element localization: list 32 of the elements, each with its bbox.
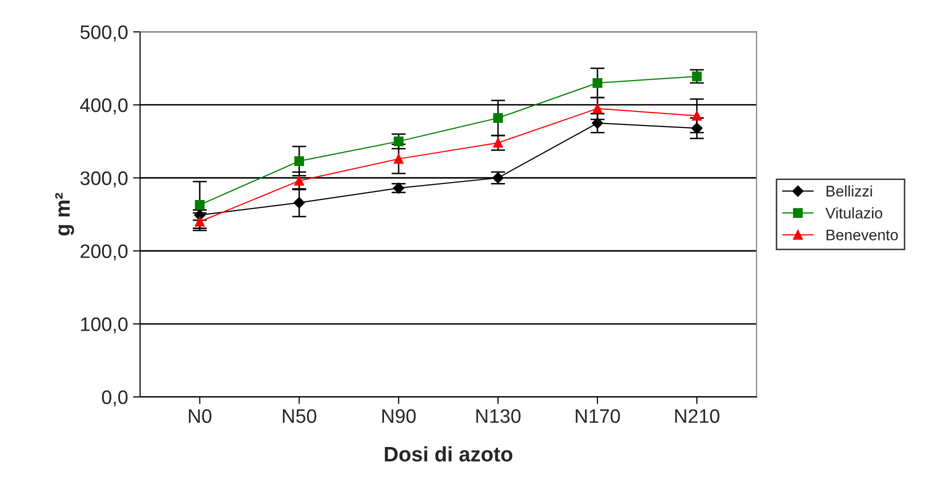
y-tick-label: 400,0: [80, 98, 128, 114]
point: [493, 138, 503, 148]
point: [394, 154, 404, 164]
point: [394, 136, 404, 146]
y-tick-label: 200,0: [80, 244, 128, 260]
point: [691, 122, 702, 134]
legend-label: Bellizzi: [826, 185, 872, 197]
x-tick-label: N170: [576, 409, 620, 423]
point: [194, 200, 205, 210]
x-tick-label: N50: [282, 409, 316, 423]
point: [294, 176, 304, 186]
point: [692, 110, 702, 121]
point: [493, 113, 503, 123]
y-axis-title: g m²: [55, 192, 74, 236]
legend-label: Benevento: [826, 230, 898, 240]
y-tick-label: 0,0: [102, 390, 128, 406]
x-tick-label: N90: [382, 409, 416, 423]
x-tick-label: N210: [675, 409, 720, 423]
point: [294, 197, 305, 208]
point: [294, 156, 304, 166]
y-tick-label: 300,0: [80, 171, 128, 188]
y-tick-label: 100,0: [81, 317, 128, 334]
legend-label: Vitulazio: [825, 207, 882, 218]
point: [592, 78, 602, 88]
point: [692, 72, 702, 82]
y-tick-label: 500,0: [80, 25, 128, 42]
point: [592, 104, 602, 114]
point: [393, 182, 404, 194]
x-tick-label: N0: [188, 409, 212, 423]
point: [592, 118, 604, 129]
x-axis-title: Dosi di azoto: [384, 446, 512, 462]
x-tick-label: N130: [476, 409, 521, 423]
